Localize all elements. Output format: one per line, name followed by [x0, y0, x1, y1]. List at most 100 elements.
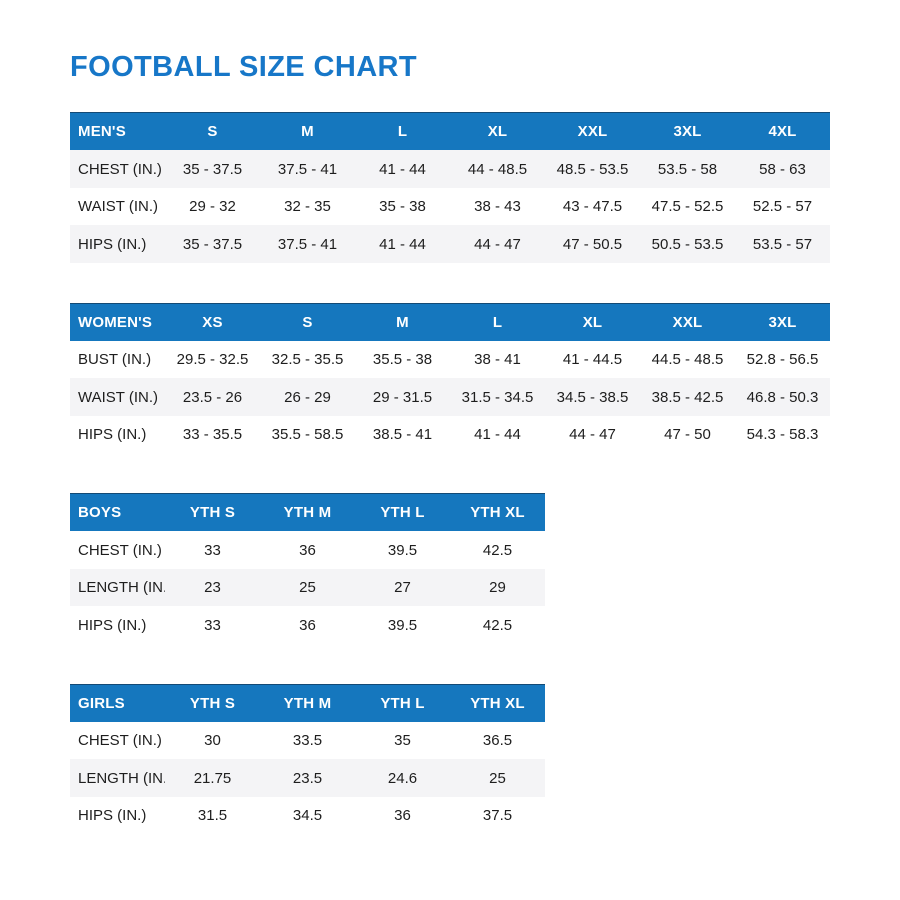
- size-value: 41 - 44: [379, 235, 426, 253]
- size-value: 44 - 47: [569, 426, 616, 444]
- size-value: 47 - 50: [664, 426, 711, 444]
- row-label: CHEST (IN.): [78, 160, 162, 178]
- size-value: 32 - 35: [284, 198, 331, 216]
- girls-header-row: GIRLS YTH S YTH M YTH L YTH XL: [70, 684, 545, 722]
- mens-column-header: XXL: [577, 123, 608, 141]
- size-value: 48.5 - 53.5: [556, 160, 629, 178]
- size-value: 38.5 - 42.5: [651, 388, 724, 406]
- girls-column-header: YTH M: [283, 694, 332, 712]
- size-value: 23: [204, 579, 221, 597]
- womens-table-row: WAIST (IN.) 23.5 - 26 26 - 29 29 - 31.5 31.5…: [70, 378, 830, 416]
- size-value: 35.5 - 58.5: [271, 426, 344, 444]
- size-value: 29 - 32: [189, 198, 236, 216]
- girls-column-header: YTH S: [189, 694, 236, 712]
- size-value: 52.5 - 57: [752, 198, 813, 216]
- size-value: 44 - 48.5: [467, 160, 528, 178]
- size-value: 53.5 - 57: [752, 235, 813, 253]
- row-label: HIPS (IN.): [78, 807, 147, 825]
- boys-table-row: CHEST (IN.) 33 36 39.5 42.5: [70, 531, 545, 569]
- womens-column-header: XS: [202, 313, 223, 331]
- mens-header-row: MEN'S S M L XL XXL 3XL 4XL: [70, 113, 830, 151]
- mens-table-row: CHEST (IN.) 35 - 37.5 37.5 - 41 41 - 44 44 -…: [70, 150, 830, 188]
- size-value: 41 - 44: [379, 160, 426, 178]
- mens-column-header: 3XL: [673, 123, 702, 141]
- size-value: 37.5 - 41: [277, 160, 338, 178]
- size-value: 36: [394, 807, 411, 825]
- size-value: 52.8 - 56.5: [746, 351, 819, 369]
- size-table-womens: WOMEN'S XS S M L XL XXL 3XL BUST (IN.) 29.5 - 32.…: [70, 302, 830, 454]
- boys-header-row: BOYS YTH S YTH M YTH L YTH XL: [70, 494, 545, 532]
- size-value: 41 - 44.5: [562, 351, 623, 369]
- size-value: 21.75: [193, 769, 232, 787]
- row-label: WAIST (IN.): [78, 198, 158, 216]
- womens-column-header: XL: [582, 313, 603, 331]
- size-value: 39.5: [387, 616, 418, 634]
- size-table-mens: MEN'S S M L XL XXL 3XL 4XL CHEST (IN.) 35 - 37.5 3…: [70, 112, 830, 263]
- size-value: 33: [204, 541, 221, 559]
- size-value: 37.5: [482, 807, 513, 825]
- size-value: 36.5: [482, 732, 513, 750]
- boys-column-header: YTH L: [380, 504, 425, 522]
- row-label: BUST (IN.): [78, 351, 152, 369]
- size-value: 30: [204, 732, 221, 750]
- page-title: FOOTBALL SIZE CHART: [70, 51, 417, 83]
- size-tables-host: MEN'S S M L XL XXL 3XL 4XL CHEST (IN.) 35 - 37.5 3…: [70, 112, 900, 834]
- girls-column-header: YTH L: [380, 694, 425, 712]
- row-label: HIPS (IN.): [78, 426, 147, 444]
- size-value: 58 - 63: [759, 160, 806, 178]
- size-value: 35.5 - 38: [372, 351, 433, 369]
- boys-table-row: HIPS (IN.) 33 36 39.5 42.5: [70, 606, 545, 644]
- size-value: 37.5 - 41: [277, 235, 338, 253]
- size-value: 38.5 - 41: [372, 426, 433, 444]
- size-value: 35: [394, 732, 411, 750]
- size-value: 39.5: [387, 541, 418, 559]
- page: FOOTBALL SIZE CHART MEN'S S M L XL XXL 3XL 4XL C…: [70, 51, 900, 834]
- girls-table-row: HIPS (IN.) 31.5 34.5 36 37.5: [70, 797, 545, 835]
- size-value: 36: [299, 541, 316, 559]
- girls-table-row: LENGTH (IN.) 21.75 23.5 24.6 25: [70, 759, 545, 797]
- womens-column-header: 3XL: [768, 313, 797, 331]
- size-value: 36: [299, 616, 316, 634]
- size-value: 31.5: [197, 807, 228, 825]
- boys-column-header: YTH S: [189, 504, 236, 522]
- girls-table-row: CHEST (IN.) 30 33.5 35 36.5: [70, 722, 545, 760]
- mens-table-row: HIPS (IN.) 35 - 37.5 37.5 - 41 41 - 44 44 - …: [70, 225, 830, 263]
- size-value: 33: [204, 616, 221, 634]
- size-value: 29: [489, 579, 506, 597]
- womens-column-header: XXL: [672, 313, 703, 331]
- size-value: 24.6: [387, 769, 418, 787]
- womens-column-header: M: [396, 313, 409, 331]
- size-value: 42.5: [482, 616, 513, 634]
- size-value: 44 - 47: [474, 235, 521, 253]
- size-value: 35 - 37.5: [182, 235, 243, 253]
- size-value: 38 - 43: [474, 198, 521, 216]
- size-value: 34.5: [292, 807, 323, 825]
- row-label: HIPS (IN.): [78, 616, 147, 634]
- size-value: 44.5 - 48.5: [651, 351, 724, 369]
- size-value: 23.5: [292, 769, 323, 787]
- mens-table-label: MEN'S: [78, 123, 126, 141]
- boys-table-row: LENGTH (IN.) 23 25 27 29: [70, 568, 545, 607]
- size-value: 29 - 31.5: [372, 388, 433, 406]
- size-table-girls: GIRLS YTH S YTH M YTH L YTH XL CHEST (IN.) 30 3…: [70, 683, 545, 835]
- mens-column-header: 4XL: [768, 123, 797, 141]
- womens-column-header: L: [492, 313, 503, 331]
- size-value: 32.5 - 35.5: [271, 351, 344, 369]
- size-value: 33.5: [292, 732, 323, 750]
- womens-table-row: HIPS (IN.) 33 - 35.5 35.5 - 58.5 38.5 - 41 4…: [70, 416, 830, 454]
- size-value: 47 - 50.5: [562, 235, 623, 253]
- size-value: 35 - 38: [379, 198, 426, 216]
- mens-column-header: M: [301, 123, 314, 141]
- womens-header-row: WOMEN'S XS S M L XL XXL 3XL: [70, 303, 830, 341]
- size-value: 46.8 - 50.3: [746, 388, 819, 406]
- row-label: CHEST (IN.): [78, 732, 162, 750]
- row-label: CHEST (IN.): [78, 541, 162, 559]
- size-value: 54.3 - 58.3: [746, 426, 819, 444]
- size-value: 47.5 - 52.5: [651, 198, 724, 216]
- size-value: 31.5 - 34.5: [461, 388, 534, 406]
- size-value: 25: [489, 769, 506, 787]
- size-value: 50.5 - 53.5: [651, 235, 724, 253]
- womens-column-header: S: [302, 313, 313, 331]
- mens-column-header: XL: [487, 123, 508, 141]
- girls-table-label: GIRLS: [78, 694, 125, 712]
